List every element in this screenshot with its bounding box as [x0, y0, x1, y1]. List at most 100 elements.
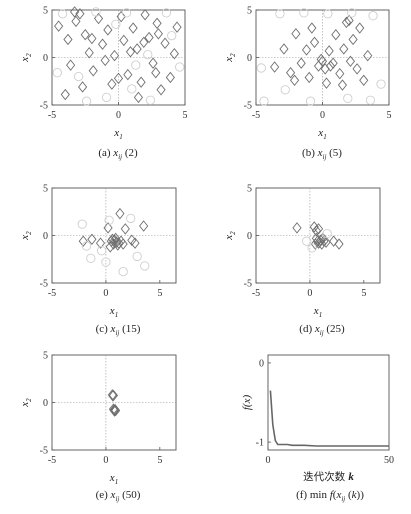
x-axis-label: x1: [113, 127, 122, 141]
chart-panel-5: -5 0 5 -5 0 5 x1 x2 (e) xij (50): [19, 351, 177, 503]
diamond-point: [118, 238, 128, 250]
diamond-point: [115, 207, 125, 220]
diamond-point: [87, 233, 97, 246]
diamond-point: [309, 36, 320, 49]
subplot-caption: (b) xij (5): [302, 147, 342, 161]
circle-point: [57, 9, 68, 19]
diamond-point: [329, 235, 339, 247]
circle-point: [322, 228, 332, 239]
diamond-point: [335, 67, 345, 80]
y-tick-label: -5: [40, 101, 48, 112]
x-tick-label: -5: [252, 288, 260, 299]
y-axis-label: x2: [19, 231, 33, 241]
diamond-point: [133, 91, 144, 104]
circle-point: [96, 246, 107, 256]
circle-point: [91, 7, 101, 17]
y-tick-label: 0: [43, 53, 48, 64]
diamond-point: [156, 84, 166, 96]
circle-point: [376, 79, 386, 89]
circle-point: [175, 62, 185, 72]
x-tick-label: 0: [307, 288, 312, 299]
diamond-point: [109, 49, 120, 62]
diamond-point: [345, 55, 356, 68]
diamond-point: [63, 33, 73, 46]
subplot-caption: (c) xij (15): [96, 323, 141, 337]
diamond-point: [140, 9, 150, 21]
y-tick-label: 5: [43, 184, 48, 195]
diamond-point: [316, 234, 326, 246]
diamond-point: [107, 78, 117, 90]
diamond-point: [318, 232, 328, 245]
circle-point: [111, 19, 121, 29]
diamond-point: [337, 79, 348, 91]
diamond-point: [103, 24, 113, 36]
diamond-point: [111, 404, 121, 417]
diamond-point: [152, 17, 162, 30]
x-axis-label: x1: [317, 127, 326, 141]
diamond-point: [113, 239, 123, 251]
diamond-point: [289, 74, 300, 87]
circle-point: [131, 60, 141, 70]
diamond-point: [112, 236, 122, 248]
diamond-point: [307, 22, 317, 34]
diamond-point: [279, 43, 289, 55]
diamond-point: [316, 53, 326, 66]
circle-point: [81, 96, 92, 106]
diamond-point: [108, 403, 119, 415]
circle-point: [132, 251, 142, 262]
chart-panel-3: -5 0 5 -5 0 5 x1 x2 (c) xij (15): [19, 184, 177, 337]
diamond-point: [344, 14, 354, 27]
diamond-point: [352, 63, 362, 75]
y-axis-label: x2: [19, 53, 33, 63]
diamond-point: [334, 238, 344, 250]
circle-point: [347, 8, 357, 18]
diamond-point: [66, 59, 76, 71]
diamond-point: [292, 222, 302, 234]
x-tick-label: 5: [157, 288, 162, 299]
diamond-point: [148, 57, 158, 69]
diamond-point: [71, 15, 81, 28]
x-tick-label: 0: [320, 110, 325, 121]
diamond-point: [139, 36, 149, 49]
diamond-point: [313, 223, 324, 235]
diamond-point: [125, 46, 136, 58]
circle-point: [307, 243, 317, 253]
diamond-point: [128, 22, 138, 34]
diamond-point: [165, 71, 175, 84]
x-axis-label: 迭代次数 k: [303, 470, 354, 483]
circle-point: [280, 85, 290, 95]
x-axis-label: x1: [313, 305, 322, 319]
y-tick-label: 0: [247, 53, 252, 64]
diamond-point: [172, 21, 182, 33]
diamond-point: [321, 236, 331, 248]
circle-point: [161, 8, 172, 18]
circle-point: [104, 215, 114, 225]
y-tick-label: 5: [43, 6, 48, 17]
diamond-point: [359, 74, 369, 87]
diamond-point: [341, 16, 352, 29]
diamond-point: [151, 66, 161, 79]
x-tick-label: 5: [183, 110, 188, 121]
diamond-point: [304, 71, 314, 84]
y-tick-label: 0: [247, 231, 252, 242]
diamond-point: [97, 38, 108, 50]
chart-panel-2: -5 0 5 -5 0 5 x1 x2 (b) xij (5): [223, 6, 392, 162]
y-tick-label: -5: [40, 446, 48, 457]
diamond-point: [113, 72, 124, 85]
circle-point: [77, 219, 87, 229]
x-tick-label: -5: [252, 110, 260, 121]
x-tick-label: -5: [48, 455, 56, 466]
diamond-point: [310, 238, 320, 250]
diamond-point: [95, 237, 106, 249]
diamond-point: [153, 28, 163, 40]
diamond-point: [311, 232, 321, 245]
x-tick-label: 0: [266, 455, 271, 466]
diamond-point: [78, 235, 88, 247]
x-tick-label: 50: [384, 455, 394, 466]
diamond-point: [363, 49, 373, 62]
diamond-point: [339, 43, 349, 55]
circle-point: [101, 257, 111, 267]
x-tick-label: 0: [103, 455, 108, 466]
